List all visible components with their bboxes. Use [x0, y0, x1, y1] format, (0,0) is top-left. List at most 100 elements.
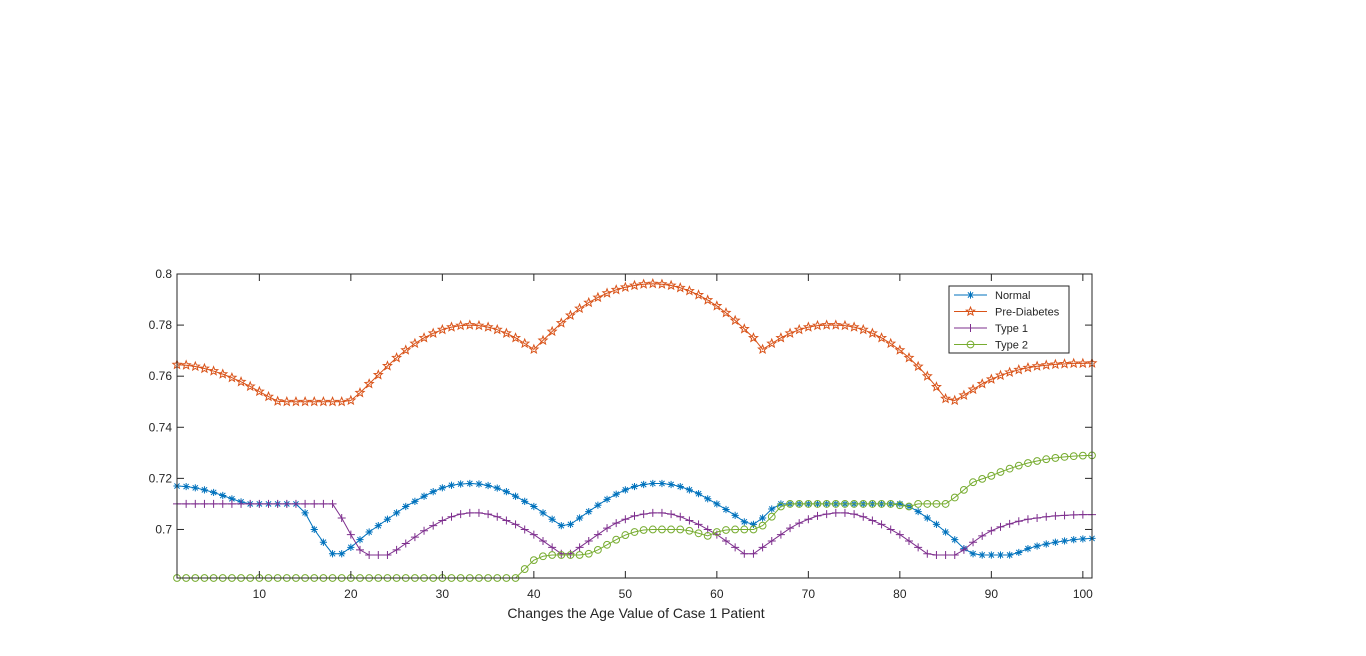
data-point	[784, 327, 796, 338]
data-point	[795, 519, 804, 528]
data-point	[702, 294, 714, 305]
data-point	[217, 368, 229, 379]
data-point	[237, 499, 246, 508]
data-point	[180, 359, 192, 370]
data-point	[427, 327, 439, 338]
data-point	[402, 502, 410, 511]
data-point	[676, 525, 685, 534]
data-point	[738, 323, 750, 334]
data-point	[263, 390, 274, 402]
data-point	[749, 549, 758, 558]
data-point	[319, 538, 327, 546]
data-point	[301, 499, 310, 508]
data-point	[438, 484, 446, 492]
data-point	[640, 480, 648, 489]
data-point	[740, 525, 749, 534]
data-point	[996, 522, 1005, 531]
data-point	[493, 484, 501, 492]
data-point	[850, 510, 859, 519]
data-point	[674, 282, 686, 293]
data-point	[647, 277, 659, 289]
data-point	[1078, 451, 1087, 460]
data-point	[1031, 360, 1043, 371]
x-tick-label: 20	[344, 587, 358, 601]
data-point	[1051, 511, 1060, 520]
data-point	[392, 545, 401, 554]
data-point	[932, 551, 941, 560]
data-point	[447, 512, 456, 521]
data-point	[1013, 364, 1025, 375]
data-point	[1004, 366, 1016, 378]
data-point	[813, 511, 822, 520]
data-point	[1060, 453, 1069, 461]
data-point	[1023, 515, 1032, 524]
data-point	[457, 480, 465, 488]
data-point	[740, 549, 749, 558]
legend-item: Type 2	[954, 340, 1028, 352]
data-point	[1024, 459, 1032, 467]
data-point	[603, 495, 611, 503]
legend-marker	[966, 340, 975, 349]
data-point	[749, 520, 758, 528]
data-point	[235, 376, 247, 387]
data-point	[482, 321, 494, 332]
data-point	[822, 510, 831, 519]
data-point	[658, 479, 666, 488]
data-point	[555, 317, 567, 328]
data-point	[374, 522, 382, 530]
data-point	[493, 512, 502, 521]
data-point	[776, 530, 785, 539]
legend-label: Type 1	[995, 323, 1028, 335]
data-point	[859, 512, 868, 521]
x-tick-label: 90	[985, 587, 999, 601]
data-point	[894, 344, 906, 355]
data-point	[822, 500, 831, 508]
data-point	[200, 486, 209, 494]
data-point	[731, 511, 739, 520]
data-point	[308, 395, 320, 407]
series-pre-diabetes	[171, 277, 1098, 407]
data-point	[372, 369, 384, 380]
data-point	[228, 495, 236, 503]
data-point	[850, 500, 858, 508]
data-point	[208, 365, 220, 376]
data-point	[191, 499, 200, 508]
data-point	[685, 516, 694, 525]
data-point	[639, 510, 648, 519]
data-point	[511, 492, 520, 500]
data-point	[729, 314, 741, 326]
data-point	[876, 332, 888, 343]
data-point	[226, 371, 238, 383]
data-point	[932, 500, 941, 508]
data-point	[1079, 535, 1087, 543]
data-point	[510, 332, 522, 343]
data-point	[840, 508, 849, 517]
data-point	[429, 488, 437, 496]
x-axis-label: Changes the Age Value of Case 1 Patient	[507, 605, 764, 621]
data-point	[793, 323, 805, 335]
data-point	[768, 505, 776, 513]
data-point	[967, 383, 979, 395]
data-point	[455, 319, 467, 331]
data-point	[857, 323, 869, 335]
data-point	[930, 381, 942, 392]
data-point	[804, 500, 813, 508]
data-point	[291, 499, 300, 508]
data-point	[354, 387, 366, 398]
data-point	[940, 392, 952, 404]
x-tick-label: 60	[710, 587, 724, 601]
data-point	[189, 360, 201, 372]
data-point	[345, 394, 357, 406]
x-tick-label: 100	[1073, 587, 1093, 601]
data-point	[1033, 513, 1042, 522]
data-point	[511, 520, 520, 529]
data-point	[1033, 542, 1041, 550]
data-point	[731, 543, 740, 552]
data-point	[804, 515, 813, 524]
data-point	[418, 332, 430, 343]
data-point	[987, 526, 996, 535]
x-tick-label: 50	[619, 587, 633, 601]
data-point	[521, 497, 529, 505]
data-point	[1014, 461, 1023, 470]
